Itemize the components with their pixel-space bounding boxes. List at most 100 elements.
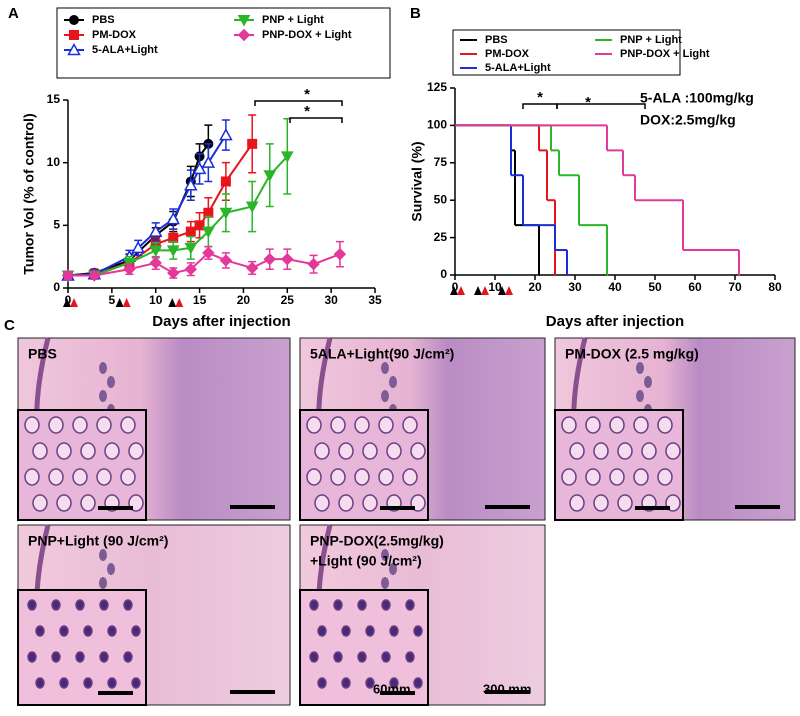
y-tick-label: 50 [434,192,448,206]
x-tick-label: 20 [528,280,542,294]
nucleus [72,468,88,486]
point [220,176,231,187]
nucleus [99,651,109,663]
nucleus [561,468,577,486]
x-tick-label: 80 [768,280,782,294]
point [333,247,347,261]
nucleus [96,416,112,434]
significance-bracket [289,117,343,123]
y-tick-label: 25 [434,230,448,244]
injection-marker [63,298,71,307]
nucleus [128,442,144,460]
nucleus [381,599,391,611]
legend-label: PNP-DOX + Light [262,29,352,41]
x-tick-label: 20 [237,293,251,307]
legend-label: PBS [485,34,508,46]
nucleus [362,442,378,460]
nucleus [381,651,391,663]
nucleus [120,416,136,434]
point [185,226,196,237]
point [201,155,216,168]
nucleus [378,416,394,434]
legend-marker [237,28,251,42]
point [184,262,198,276]
nucleus [120,468,136,486]
point [280,151,294,163]
point [88,269,101,282]
nucleus [341,625,351,637]
nucleus [107,625,117,637]
gland [107,376,115,388]
nucleus [633,468,649,486]
y-tick-label: 0 [440,267,447,281]
nucleus [107,677,117,689]
nucleus [593,442,609,460]
significance-star: * [585,94,591,111]
gland [644,376,652,388]
nucleus [405,651,415,663]
scale-label: 60mm [373,681,411,696]
nucleus [80,494,96,512]
nucleus [314,442,330,460]
point [166,212,181,225]
x-tick-label: 40 [608,280,622,294]
injection-marker [498,286,506,295]
y-tick-label: 75 [434,155,448,169]
series-line [68,251,341,277]
panel-label: B [410,5,421,22]
nucleus [83,677,93,689]
y-tick-label: 15 [47,92,61,106]
point [201,226,215,239]
nucleus [413,625,423,637]
nucleus [341,677,351,689]
nucleus [585,468,601,486]
injection-marker [122,298,131,307]
gland [636,362,644,374]
nucleus [338,494,354,512]
injection-marker [168,298,177,307]
legend-label: PNP + Light [620,34,682,46]
injection-marker [481,286,489,295]
gland [381,549,389,561]
nucleus [657,416,673,434]
y-tick-label: 100 [427,118,447,132]
legend-label: PBS [92,14,115,26]
nucleus [317,625,327,637]
scale-label: 300 mm [483,681,531,696]
nucleus [330,416,346,434]
legend-marker [67,42,81,56]
x-tick-label: 30 [568,280,582,294]
nucleus [27,599,37,611]
nucleus [389,625,399,637]
point [166,245,180,257]
nucleus [617,442,633,460]
nucleus [354,468,370,486]
point [167,266,180,280]
legend-box [56,7,391,79]
nucleus [48,416,64,434]
y-tick-label: 10 [47,155,61,169]
point [149,256,162,270]
point [307,257,320,271]
y-axis-title: Tumor Vol (% of control) [21,113,37,274]
nucleus [51,651,61,663]
point [148,224,163,237]
point [281,252,294,266]
nucleus [309,599,319,611]
point [184,178,198,191]
nucleus [51,599,61,611]
gland [99,362,107,374]
histology-label: PNP-DOX(2.5mg/kg) [310,533,444,549]
nucleus [569,442,585,460]
legend-marker [69,15,79,25]
nucleus [35,625,45,637]
significance-star: * [537,89,543,106]
series-line [68,155,289,277]
injection-marker [474,286,482,295]
nucleus [593,494,609,512]
nucleus [306,468,322,486]
nucleus [633,416,649,434]
annotation: 5-ALA :100mg/kg [640,90,754,106]
gland [389,563,397,575]
